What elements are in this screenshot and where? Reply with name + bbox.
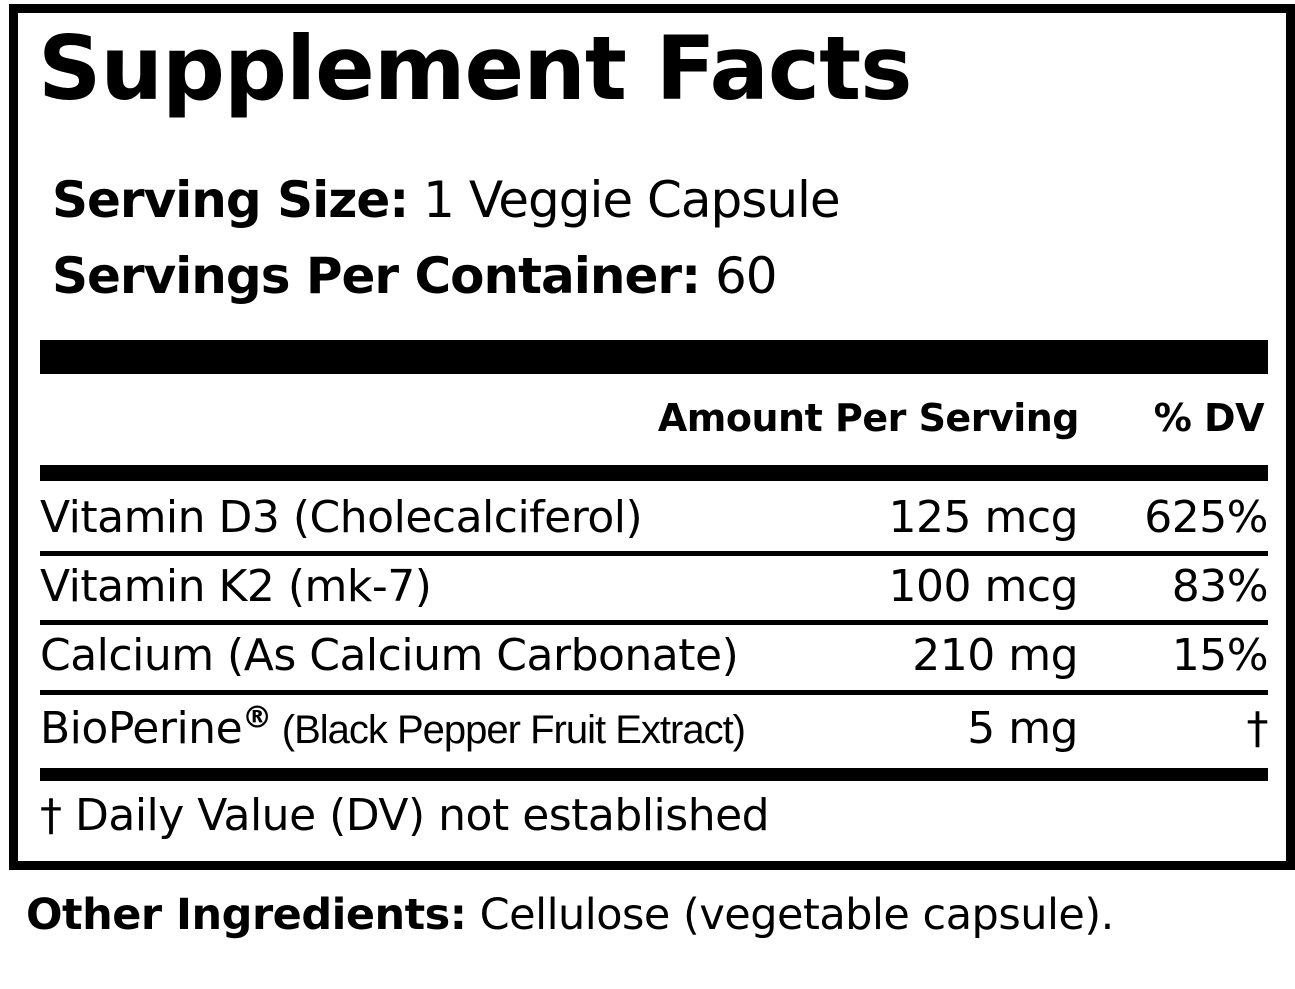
nutrient-name-main: BioPerine [40, 703, 243, 754]
table-row: Calcium (As Calcium Carbonate) 210 mg 15… [40, 625, 1269, 687]
footer-divider [40, 768, 1268, 781]
daily-value-footnote: † Daily Value (DV) not established [40, 790, 770, 841]
row-divider [40, 690, 1268, 695]
nutrient-name-bioperine: BioPerine® (Black Pepper Fruit Extract) [40, 698, 746, 761]
serving-size-label: Serving Size: [52, 171, 409, 229]
row-divider [40, 551, 1268, 556]
page-title: Supplement Facts [38, 17, 913, 120]
nutrient-amount: 100 mcg [888, 561, 1079, 612]
nutrient-dv: 83% [1171, 561, 1269, 612]
nutrient-amount: 125 mcg [888, 492, 1079, 543]
table-row: Vitamin D3 (Cholecalciferol) 125 mcg 625… [40, 487, 1268, 549]
thick-divider [40, 340, 1268, 374]
nutrient-name: Vitamin D3 (Cholecalciferol) [40, 492, 643, 543]
nutrient-name-detail: (Black Pepper Fruit Extract) [271, 708, 746, 752]
nutrient-dv: 625% [1144, 492, 1268, 543]
nutrient-dv: † [1246, 703, 1269, 754]
registered-mark: ® [242, 700, 272, 736]
row-divider [40, 620, 1268, 625]
supplement-facts-panel: Supplement Facts Serving Size: 1 Veggie … [9, 4, 1295, 870]
servings-per-container-label: Servings Per Container: [52, 247, 701, 305]
other-ingredients: Other Ingredients: Cellulose (vegetable … [26, 890, 1114, 942]
other-ingredients-label: Other Ingredients: [26, 890, 467, 940]
header-amount-per-serving: Amount Per Serving [657, 396, 1080, 440]
serving-size-value: 1 Veggie Capsule [423, 171, 840, 229]
nutrient-amount: 210 mg [912, 630, 1078, 681]
nutrient-name: Vitamin K2 (mk-7) [40, 561, 432, 612]
nutrient-name: Calcium (As Calcium Carbonate) [40, 630, 739, 681]
servings-per-container: Servings Per Container: 60 [52, 247, 778, 305]
header-divider [40, 465, 1268, 481]
nutrient-amount: 5 mg [967, 703, 1078, 754]
other-ingredients-value: Cellulose (vegetable capsule). [466, 890, 1115, 940]
nutrient-dv: 15% [1171, 630, 1269, 681]
serving-size: Serving Size: 1 Veggie Capsule [52, 171, 841, 229]
servings-per-container-value: 60 [714, 247, 778, 305]
table-row: Vitamin K2 (mk-7) 100 mcg 83% [40, 556, 1269, 618]
header-percent-dv: % DV [1153, 396, 1265, 440]
table-row: BioPerine® (Black Pepper Fruit Extract) … [40, 698, 1268, 760]
